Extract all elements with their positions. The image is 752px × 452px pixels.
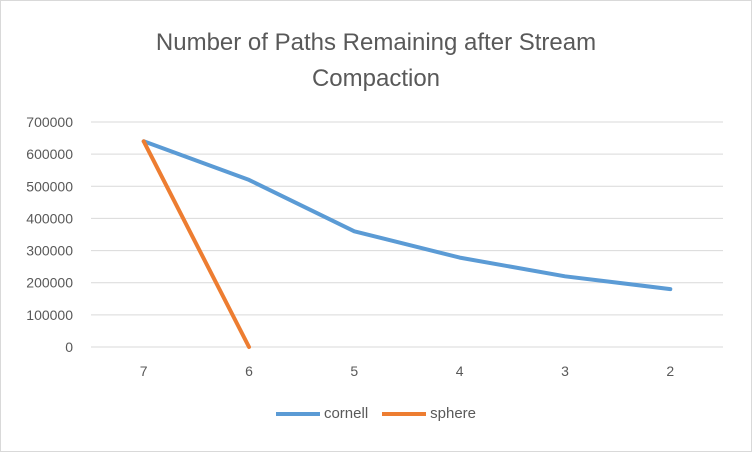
series-line-sphere	[141, 139, 251, 349]
x-tick-label: 6	[245, 363, 253, 379]
y-tick-label: 600000	[26, 146, 73, 162]
x-tick-label: 5	[350, 363, 358, 379]
chart-title: Number of Paths Remaining after Stream C…	[1, 25, 751, 97]
chart-title-line-1: Number of Paths Remaining after Stream	[155, 29, 597, 56]
series-lines	[141, 139, 673, 349]
x-axis-tick-labels: 7 6 5 4 3 2	[140, 363, 675, 379]
y-tick-label: 500000	[26, 178, 73, 194]
gridlines	[91, 121, 723, 348]
legend-label-sphere: sphere	[430, 405, 477, 422]
y-tick-label: 700000	[26, 114, 73, 130]
legend-swatch-cornell	[275, 411, 320, 416]
chart-title-line-2: Compaction	[311, 65, 441, 92]
y-tick-label: 200000	[26, 275, 73, 291]
y-axis-tick-labels: 700000 600000 500000 400000 300000 200000 1000…	[26, 114, 73, 355]
y-tick-label: 300000	[26, 243, 73, 259]
x-tick-label: 4	[456, 363, 464, 379]
x-tick-label: 2	[666, 363, 674, 379]
legend-swatch-sphere	[382, 411, 427, 416]
legend-item-sphere: sphere	[382, 405, 476, 422]
series-line-cornell	[141, 139, 673, 292]
legend: cornell sphere	[1, 405, 751, 422]
x-tick-label: 3	[561, 363, 569, 379]
y-tick-label: 100000	[26, 307, 73, 323]
y-tick-label: 400000	[26, 210, 73, 226]
legend-label-cornell: cornell	[323, 405, 369, 422]
x-tick-label: 7	[140, 363, 148, 379]
legend-item-cornell: cornell	[275, 405, 369, 422]
y-tick-label: 0	[65, 339, 73, 355]
